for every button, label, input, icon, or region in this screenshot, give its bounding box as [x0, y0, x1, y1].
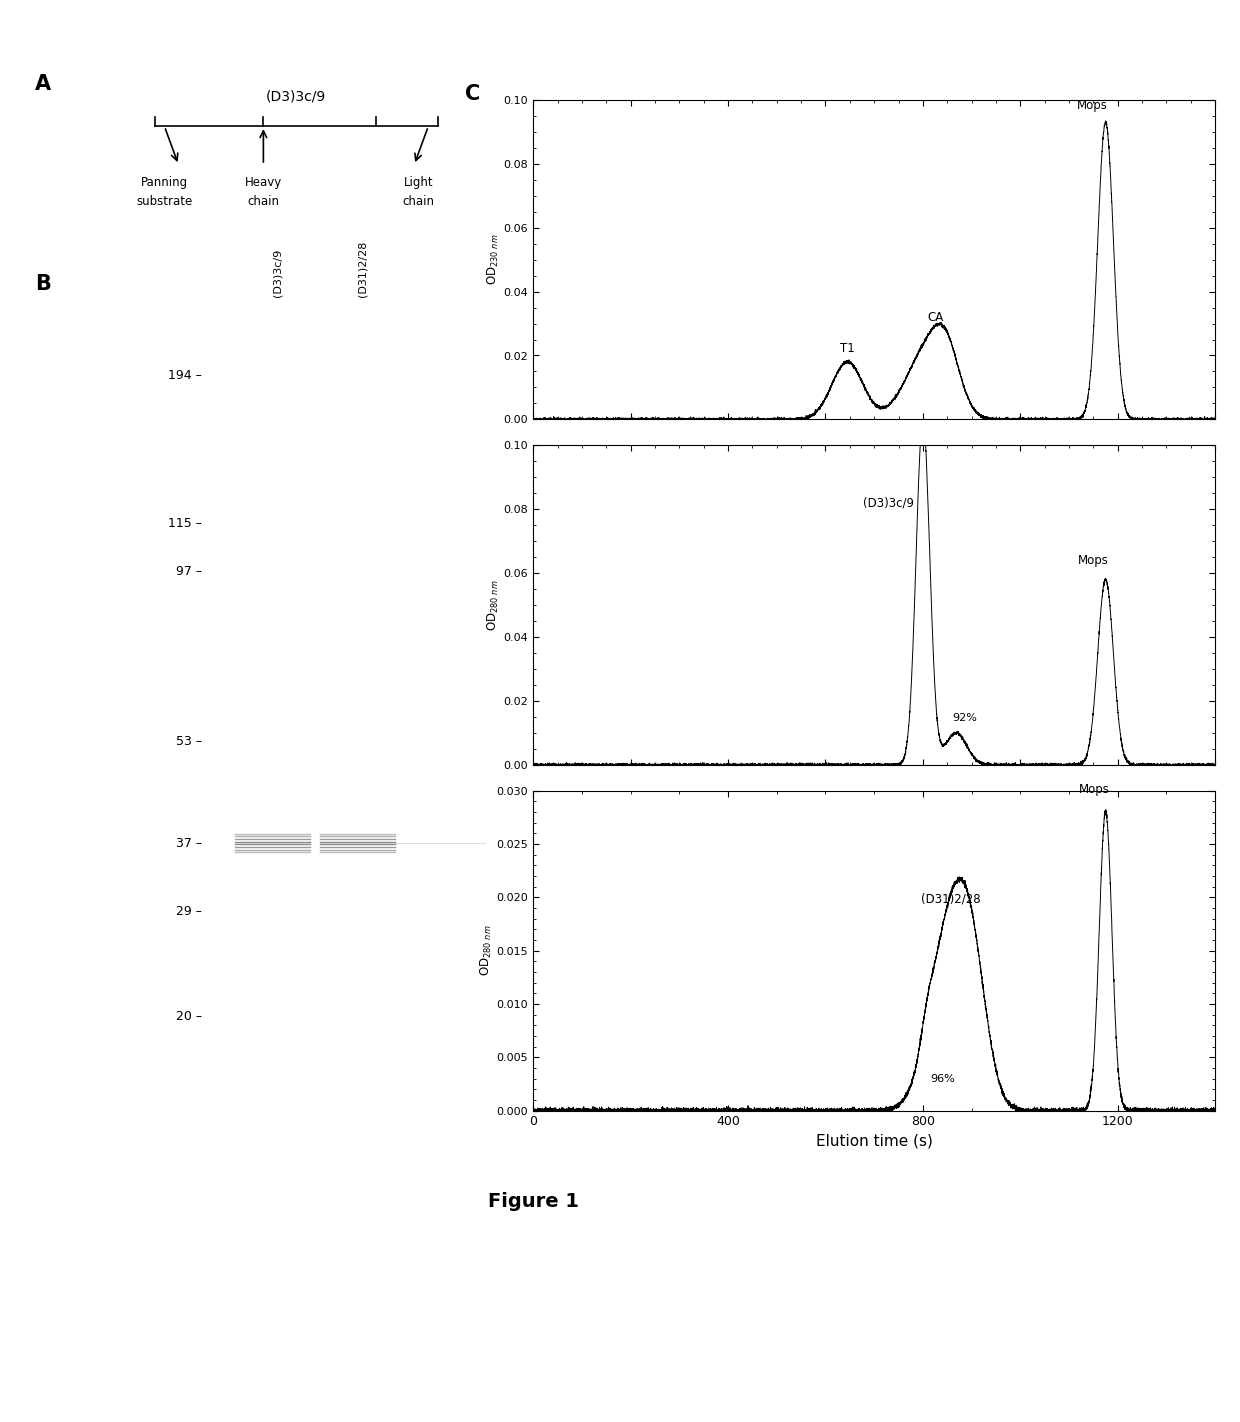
Text: C: C	[465, 84, 480, 104]
Text: (D31)2/28: (D31)2/28	[921, 893, 981, 906]
Text: Mops: Mops	[1078, 553, 1109, 566]
Text: 92%: 92%	[952, 714, 977, 724]
Text: chain: chain	[247, 195, 279, 208]
Text: (D31)2/28: (D31)2/28	[357, 240, 367, 297]
Text: substrate: substrate	[136, 195, 192, 208]
Text: 97 –: 97 –	[176, 565, 202, 577]
Y-axis label: OD$_{280\ nm}$: OD$_{280\ nm}$	[486, 579, 501, 631]
Text: Figure 1: Figure 1	[487, 1192, 579, 1212]
Text: A: A	[35, 74, 51, 94]
Text: B: B	[35, 273, 51, 294]
Y-axis label: OD$_{280\ nm}$: OD$_{280\ nm}$	[479, 924, 494, 977]
Text: 53 –: 53 –	[176, 735, 202, 748]
X-axis label: Elution time (s): Elution time (s)	[816, 1133, 932, 1149]
Text: Mops: Mops	[1079, 784, 1110, 796]
Text: CA: CA	[928, 310, 944, 323]
Y-axis label: OD$_{230\ nm}$: OD$_{230\ nm}$	[486, 233, 501, 286]
Text: 37 –: 37 –	[176, 836, 202, 849]
Text: (D3)3c/9: (D3)3c/9	[273, 249, 283, 297]
Text: 20 –: 20 –	[176, 1010, 202, 1024]
Text: 96%: 96%	[931, 1074, 956, 1084]
Text: Mops: Mops	[1078, 100, 1107, 112]
Text: 194 –: 194 –	[169, 368, 202, 383]
Text: 115 –: 115 –	[169, 516, 202, 529]
Text: Light: Light	[404, 176, 434, 189]
Text: (D3)3c/9: (D3)3c/9	[267, 90, 326, 104]
Text: chain: chain	[403, 195, 435, 208]
Text: 29 –: 29 –	[176, 906, 202, 919]
Text: Panning: Panning	[141, 176, 188, 189]
Text: (D3)3c/9: (D3)3c/9	[863, 496, 914, 509]
Text: T1: T1	[839, 343, 854, 356]
Text: Heavy: Heavy	[244, 176, 281, 189]
